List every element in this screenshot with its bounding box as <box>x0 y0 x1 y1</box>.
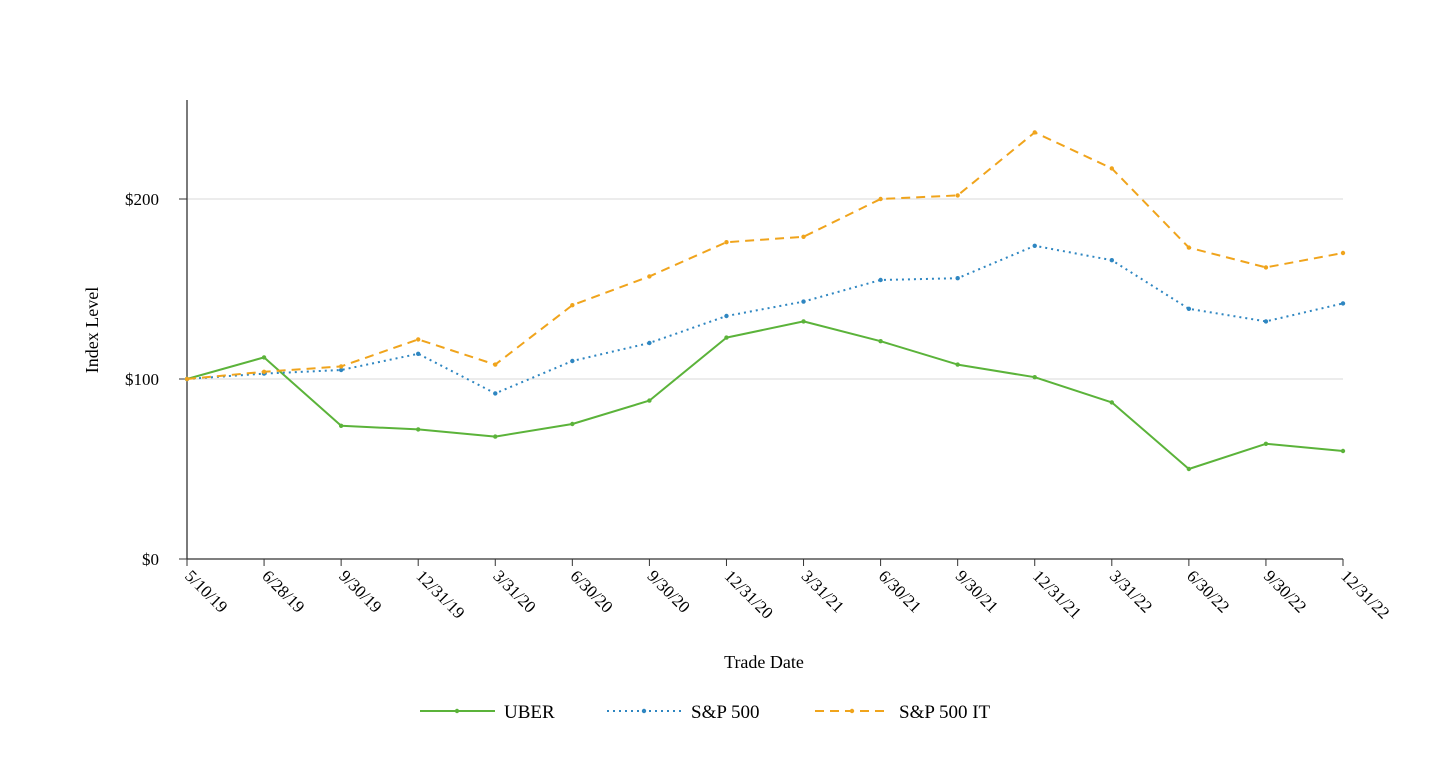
data-point-s-p-500-it <box>1109 166 1115 171</box>
data-point-s-p-500-it <box>878 196 883 202</box>
data-point-s-p-500-it <box>724 240 729 245</box>
y-tick-label: $200 <box>125 190 159 209</box>
data-point-s-p-500-it <box>338 364 344 369</box>
data-point-uber <box>1186 466 1192 472</box>
data-point-uber <box>1340 448 1346 454</box>
data-point-s-p-500-it <box>1263 265 1269 270</box>
data-point-s-p-500 <box>1263 319 1269 324</box>
legend-label: UBER <box>504 702 555 723</box>
legend-marker <box>641 708 647 714</box>
data-point-uber <box>1032 375 1037 380</box>
data-point-uber <box>416 427 421 432</box>
data-point-s-p-500-it <box>261 369 267 374</box>
legend-item-s-p-500-it: S&P 500 IT <box>815 702 991 723</box>
series-lines <box>184 130 1346 472</box>
legend-item-s-p-500: S&P 500 <box>607 702 759 723</box>
axes <box>186 100 1343 560</box>
data-point-s-p-500 <box>493 391 498 396</box>
x-tick-label: 3/31/20 <box>489 566 539 616</box>
data-point-uber <box>878 339 883 344</box>
x-tick-label: 9/30/21 <box>952 566 1002 616</box>
data-point-uber <box>801 319 806 324</box>
data-point-s-p-500-it <box>1186 245 1192 250</box>
legend-label: S&P 500 <box>691 702 759 723</box>
data-point-s-p-500 <box>878 277 883 283</box>
x-tick-label: 12/31/20 <box>721 566 777 622</box>
legend-marker <box>849 708 855 714</box>
data-point-uber <box>570 421 575 427</box>
data-point-s-p-500 <box>1340 301 1346 306</box>
data-point-uber <box>647 398 652 403</box>
data-point-uber <box>338 423 344 428</box>
x-tick-label: 9/30/20 <box>644 566 694 616</box>
data-point-s-p-500 <box>647 340 652 346</box>
data-point-s-p-500 <box>724 313 729 319</box>
x-tick-label: 3/31/21 <box>798 566 848 616</box>
x-tick-label: 6/28/19 <box>258 566 308 616</box>
y-tick-label: $0 <box>142 550 159 569</box>
data-point-s-p-500-it <box>955 193 960 198</box>
y-tick-label: $100 <box>125 370 159 389</box>
data-point-uber <box>1109 400 1115 405</box>
y-axis-ticks: $0 $100 $200 <box>125 190 187 569</box>
data-point-uber <box>724 335 729 340</box>
x-tick-label: 6/30/20 <box>567 566 617 616</box>
data-point-s-p-500-it <box>1032 130 1037 135</box>
data-point-uber <box>1263 441 1269 446</box>
data-point-uber <box>261 355 267 360</box>
legend-label: S&P 500 IT <box>899 702 991 723</box>
data-point-s-p-500-it <box>570 303 575 308</box>
x-tick-label: 3/31/22 <box>1106 566 1156 616</box>
series-line-s-p-500 <box>186 244 1344 395</box>
x-axis-title: Trade Date <box>724 652 804 672</box>
gridlines <box>187 198 1343 380</box>
data-point-s-p-500-it <box>184 376 190 382</box>
data-point-s-p-500 <box>1032 243 1037 248</box>
x-tick-label: 9/30/19 <box>335 566 385 616</box>
y-axis-title: Index Level <box>82 287 102 373</box>
data-point-s-p-500-it <box>801 234 806 239</box>
data-point-s-p-500 <box>416 351 421 356</box>
x-tick-label: 5/10/19 <box>181 566 231 616</box>
data-point-s-p-500 <box>1186 306 1192 311</box>
legend-marker <box>454 708 460 714</box>
data-point-uber <box>955 362 960 367</box>
data-point-s-p-500 <box>955 276 960 281</box>
data-point-s-p-500-it <box>1340 250 1346 256</box>
x-tick-label: 9/30/22 <box>1260 566 1310 616</box>
x-tick-label: 12/31/22 <box>1337 566 1393 622</box>
data-point-s-p-500 <box>1109 258 1115 263</box>
data-point-s-p-500 <box>570 358 575 364</box>
data-point-uber <box>493 434 498 439</box>
series-line-uber <box>186 320 1344 470</box>
data-point-s-p-500 <box>338 367 344 373</box>
legend-item-uber: UBER <box>420 702 555 723</box>
x-tick-label: 12/31/21 <box>1029 566 1085 622</box>
series-line-s-p-500-it <box>186 131 1344 380</box>
data-point-s-p-500-it <box>647 274 652 279</box>
legend: UBER S&P 500 S&P 500 IT <box>420 702 991 723</box>
data-point-s-p-500-it <box>416 337 421 342</box>
data-point-s-p-500 <box>801 299 806 304</box>
x-tick-label: 6/30/22 <box>1183 566 1233 616</box>
x-tick-label: 6/30/21 <box>875 566 925 616</box>
x-tick-label: 12/31/19 <box>412 566 468 622</box>
x-axis-ticks: 5/10/19 6/28/19 9/30/19 12/31/19 3/31/20 6/30… <box>181 559 1393 623</box>
data-point-s-p-500-it <box>493 362 498 367</box>
